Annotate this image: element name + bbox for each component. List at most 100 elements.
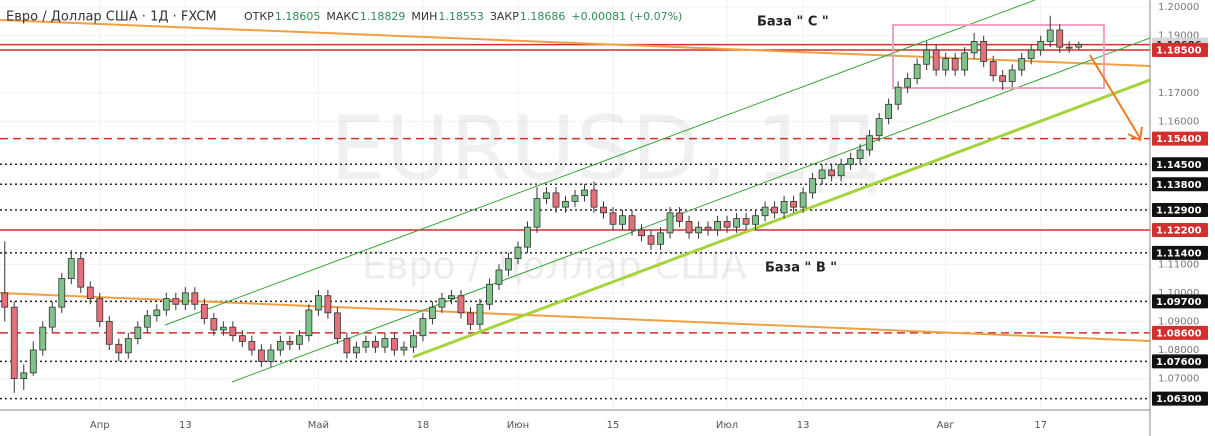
x-tick-label: 18 xyxy=(417,420,430,431)
candle-body xyxy=(400,346,408,351)
annotation: База " C " xyxy=(757,15,829,30)
candle-body xyxy=(733,218,740,228)
candle-body xyxy=(647,235,655,245)
candle-body xyxy=(685,221,693,234)
annotation: База " B " xyxy=(765,261,837,276)
candle-body xyxy=(505,258,512,271)
candle-body xyxy=(590,189,598,208)
stat-label: МАКС xyxy=(326,10,359,23)
level-label: 1.12900 xyxy=(1156,206,1202,217)
y-tick-label: 1.17000 xyxy=(1158,88,1199,99)
level-label-bg xyxy=(1152,203,1208,217)
candle-body xyxy=(961,52,969,71)
candle-body xyxy=(362,341,370,348)
axis: 1.20000 1.19000 1.17000 1.16000 1.11000 1.100… xyxy=(90,2,1208,431)
arrow xyxy=(1089,54,1143,142)
candle-body xyxy=(581,189,588,197)
level-label-bg xyxy=(1152,157,1208,172)
candle-body xyxy=(181,292,189,305)
candle-body xyxy=(999,75,1007,82)
level-label-bg xyxy=(1152,294,1208,309)
candle-body xyxy=(913,63,921,79)
candle-body xyxy=(780,201,788,214)
candle-body xyxy=(714,221,721,231)
stat-value: 1.18605 xyxy=(275,10,321,23)
candle-body xyxy=(799,192,807,208)
candle-body xyxy=(324,295,332,314)
y-tick-label: 1.10000 xyxy=(1158,288,1199,299)
candles xyxy=(1,15,1083,393)
stat-label: МИН xyxy=(411,10,437,23)
candle-body xyxy=(657,232,664,245)
candle-body xyxy=(1,292,9,308)
candle-body xyxy=(1027,49,1035,59)
candle-body xyxy=(942,58,950,71)
candle-body xyxy=(742,218,750,225)
stat-label: ОТКР xyxy=(244,10,274,23)
channel-line xyxy=(164,0,1036,326)
candle-body xyxy=(48,306,56,328)
candle-body xyxy=(267,349,275,362)
change: +0.00081 (+0.07%) xyxy=(571,10,682,23)
level-label: 1.06300 xyxy=(1156,394,1202,405)
candle-body xyxy=(391,338,398,351)
candle-body xyxy=(105,321,113,345)
level-label: 1.07600 xyxy=(1156,357,1202,368)
level-label-bg xyxy=(1152,43,1208,57)
support-line xyxy=(412,78,1151,359)
candle-body xyxy=(638,229,645,237)
y-tick-label: 1.09000 xyxy=(1158,316,1199,327)
candle-body xyxy=(333,312,341,339)
candle-body xyxy=(153,309,161,317)
candle-body xyxy=(353,346,360,354)
y-tick-label: 1.19000 xyxy=(1158,31,1199,42)
candle-body xyxy=(58,278,66,308)
level-label-bg xyxy=(1152,354,1208,369)
stat-value: 1.18686 xyxy=(520,10,566,23)
candle-body xyxy=(10,306,18,379)
symbol-title: Евро / Доллар США · 1Д · FXCM xyxy=(6,10,217,25)
candle-body xyxy=(305,309,313,337)
candle-body xyxy=(476,303,484,325)
candle-body xyxy=(429,306,436,319)
candle-body xyxy=(77,258,85,288)
candle-body xyxy=(295,335,303,345)
candle-body xyxy=(980,41,988,62)
candle-body xyxy=(229,326,237,337)
candle-body xyxy=(828,169,836,177)
price-axis xyxy=(1150,0,1215,436)
candle-body xyxy=(162,298,170,311)
x-tick-label: 15 xyxy=(607,420,620,431)
candle-body xyxy=(932,49,940,71)
candle-body xyxy=(904,78,912,88)
candle-body xyxy=(609,212,617,225)
candle-body xyxy=(1075,44,1083,48)
level-label-bg xyxy=(1152,391,1208,406)
x-tick-label: Авг xyxy=(937,420,955,431)
candle-body xyxy=(200,303,208,319)
level-label-bg xyxy=(1152,177,1208,192)
candle-body xyxy=(619,215,626,225)
candle-body xyxy=(495,269,503,285)
x-tick-label: 13 xyxy=(797,420,810,431)
candle-body xyxy=(20,372,28,379)
candle-body xyxy=(457,295,465,314)
y-tick-label: 1.08000 xyxy=(1158,345,1199,356)
candle-body xyxy=(419,318,427,337)
candle-body xyxy=(676,212,683,222)
candle-body xyxy=(552,192,560,208)
x-tick-label: 13 xyxy=(179,420,192,431)
candle-body xyxy=(989,61,997,77)
candle-body xyxy=(219,326,227,331)
header: Евро / Доллар США · 1Д · FXCM xyxy=(6,10,217,25)
candle-body xyxy=(39,326,47,351)
candle-body xyxy=(67,258,75,279)
level-label: 1.13800 xyxy=(1156,180,1202,191)
x-tick-label: 17 xyxy=(1034,420,1047,431)
candle-body xyxy=(752,215,759,225)
candle-body xyxy=(894,86,902,105)
level-label: 1.14500 xyxy=(1156,160,1202,171)
x-tick-label: Май xyxy=(308,420,329,431)
candle-body xyxy=(1037,41,1045,51)
candle-body xyxy=(533,198,541,228)
